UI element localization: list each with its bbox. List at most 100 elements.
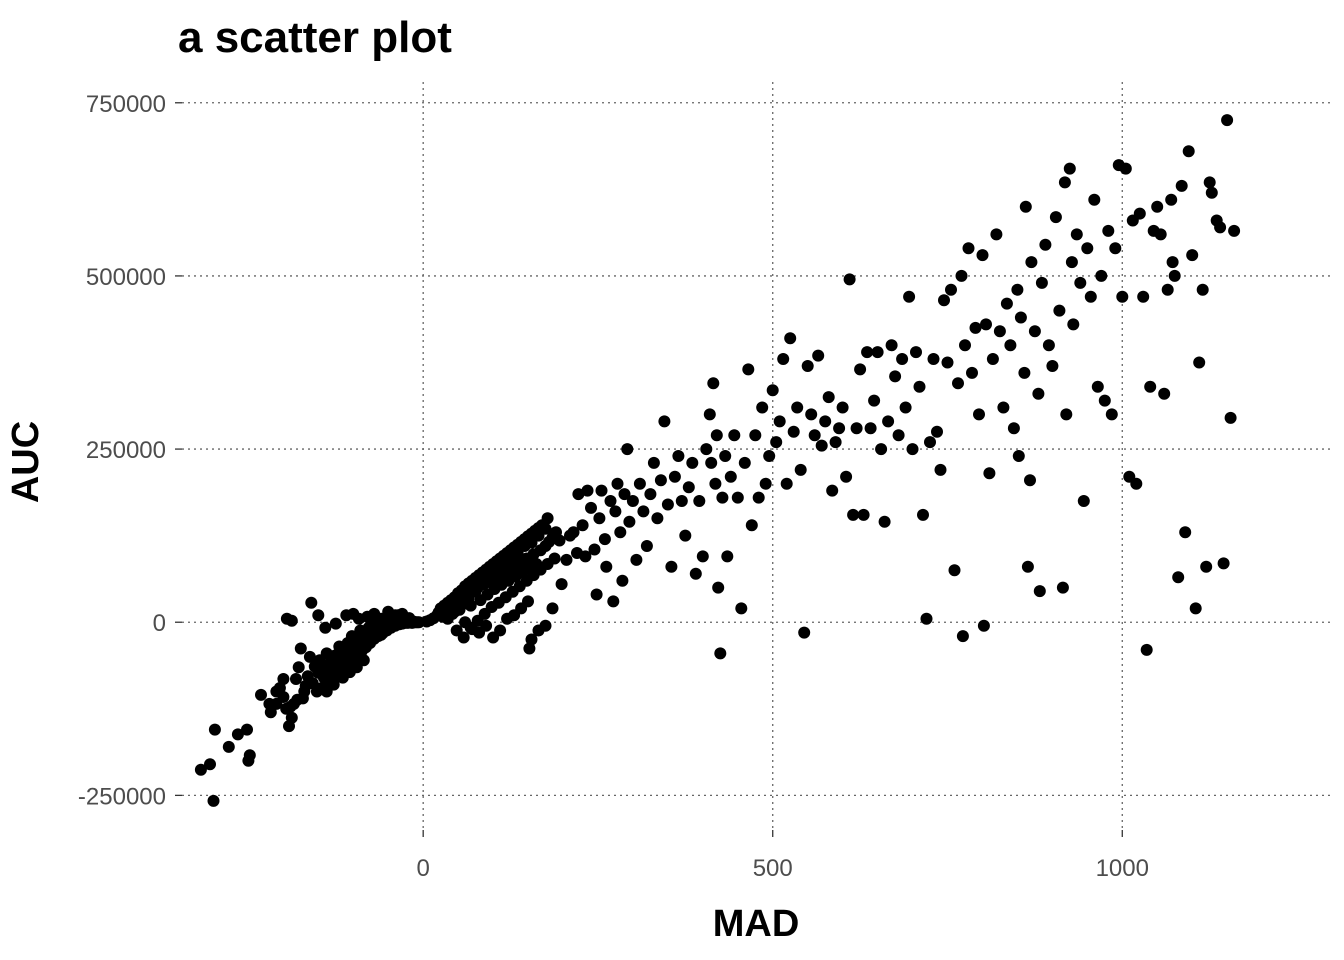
scatter-point [329,617,342,630]
scatter-point [1070,228,1083,241]
scatter-point [576,519,589,532]
scatter-point [808,429,821,442]
scatter-point [745,519,758,532]
scatter-point [675,495,688,507]
scatter-point [204,758,216,771]
scatter-point [910,346,922,359]
scatter-point [686,456,699,469]
scatter-point [735,602,748,615]
scatter-point [763,450,776,462]
scatter-point [600,560,613,573]
scatter-point [1042,339,1055,352]
scatter-point [731,491,744,504]
scatter-point [1175,179,1188,192]
scatter-point [336,671,349,684]
scatter-point [917,508,929,521]
scatter-point [672,450,685,462]
scatter-point [618,488,631,501]
scatter-point [607,595,620,608]
scatter-point [703,408,716,421]
scatter-point [1228,224,1241,237]
scatter-point [1056,581,1069,594]
x-axis-title: MAD [713,903,800,945]
scatter-point [298,685,311,698]
scatter-point [896,353,909,365]
scatter-point [644,488,657,501]
scatter-point [621,443,634,456]
scatter-point [1182,145,1195,158]
chart-title: a scatter plot [178,13,452,62]
scatter-point [604,495,617,507]
scatter-point [567,526,580,539]
axis-ticks [175,102,1123,837]
scatter-point [850,422,863,435]
scatter-point [749,429,762,442]
scatter-point [871,346,884,359]
scatter-point [903,290,916,303]
scatter-point [812,349,825,362]
scatter-point [255,688,267,701]
scatter-point [194,763,207,776]
scatter-point [966,366,978,379]
y-axis-title: AUC [5,421,47,503]
scatter-point [1119,162,1132,175]
scatter-point [1154,228,1167,241]
scatter-point [679,529,692,542]
scatter-point [752,491,765,504]
scatter-point [553,534,566,547]
scatter-point [661,498,674,511]
scatter-point [1039,238,1052,251]
scatter-point [920,612,933,625]
scatter-point [590,588,603,601]
scatter-point [285,614,298,627]
scatter-point [805,408,818,421]
scatter-point [593,512,606,525]
scatter-point [1011,283,1024,296]
scatter-point [847,508,860,521]
scatter-point [581,484,594,497]
scatter-point [312,609,325,622]
scatter-point [1028,325,1041,338]
scatter-point [668,470,681,483]
scatter-point [913,380,926,393]
scatter-point [889,370,902,383]
scatter-point [784,332,797,345]
y-tick-label: 750000 [86,91,166,118]
scatter-point [721,550,734,563]
scatter-point [969,321,982,334]
scatter-point [836,401,849,414]
scatter-point [822,391,835,404]
scatter-point [319,621,332,634]
scatter-point [320,685,333,698]
scatter-point [864,422,877,435]
scatter-point [1098,394,1111,407]
scatter-point [403,612,416,625]
scatter-point [1025,256,1038,269]
scatter-point [882,415,895,428]
scatter-point [682,481,695,494]
scatter-point [1133,207,1146,220]
y-tick-label: 500000 [86,264,166,291]
scatter-point [611,477,624,490]
scatter-point [305,596,318,609]
scatter-point [541,512,554,525]
scatter-point [962,242,975,255]
scatter-point [658,415,671,428]
scatter-point [294,642,307,655]
scatter-point [693,495,706,507]
scatter-point [277,673,290,685]
scatter-point [773,415,786,428]
scatter-point [588,543,601,556]
scatter-point [1032,387,1045,400]
scatter-point [714,647,727,660]
scatter-point [1018,366,1031,379]
scatter-point [1004,339,1017,352]
scatter-point [738,456,751,469]
scatter-point [1161,283,1174,296]
scatter-point [1088,193,1101,206]
scatter-point [878,515,891,528]
scatter-point [724,470,737,483]
scatter-point [241,723,253,736]
scatter-point [1058,176,1071,189]
